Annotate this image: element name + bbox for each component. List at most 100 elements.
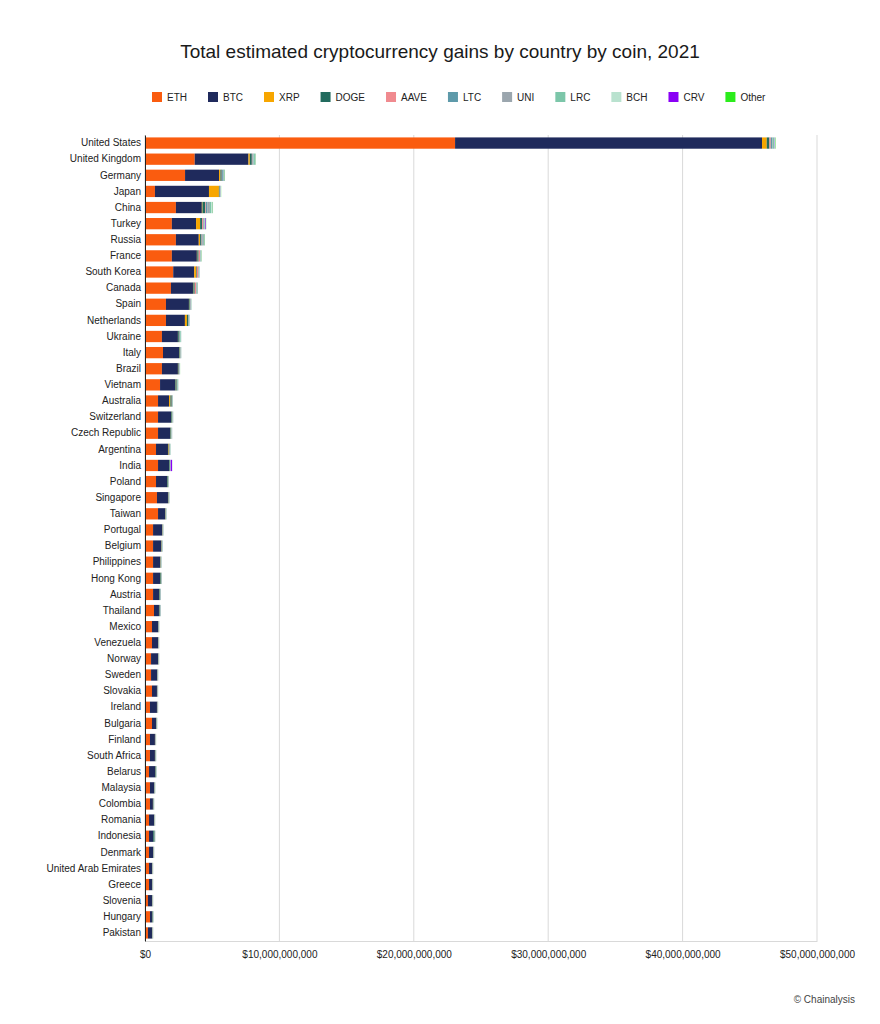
bar [205, 218, 207, 229]
bar [165, 508, 166, 519]
bar [168, 476, 169, 487]
bar [161, 573, 162, 584]
bar [152, 927, 153, 938]
bar [158, 637, 159, 648]
bar [169, 460, 170, 471]
bars [145, 137, 775, 938]
x-tick-label: $0 [140, 949, 152, 960]
bar [197, 282, 198, 293]
bar [157, 685, 158, 696]
y-tick: Ireland [110, 701, 145, 712]
bar [189, 315, 190, 326]
bar [203, 218, 205, 229]
y-tick: Japan [114, 186, 145, 197]
bar [156, 718, 157, 729]
series-8 [153, 137, 775, 938]
bar [158, 653, 159, 664]
bar [152, 863, 153, 874]
bar [155, 734, 156, 745]
bar [189, 315, 190, 326]
bar [154, 814, 155, 825]
bar [157, 718, 158, 729]
bar [145, 589, 153, 600]
bar [154, 831, 155, 842]
bar [150, 911, 152, 922]
bar [254, 154, 255, 165]
bar [156, 718, 157, 729]
bar [192, 282, 193, 293]
bar [154, 798, 155, 809]
bar [204, 218, 205, 229]
bar [197, 250, 198, 261]
bar [152, 879, 153, 890]
bar [166, 315, 185, 326]
bar [145, 524, 153, 535]
y-tick: Spain [115, 298, 145, 309]
bar [159, 621, 160, 632]
legend-item: DOGE [321, 92, 366, 103]
bar [152, 927, 153, 938]
y-tick-label: United Kingdom [70, 153, 141, 164]
bar [218, 186, 220, 197]
bar [158, 653, 159, 664]
y-tick-label: Hong Kong [91, 573, 141, 584]
bar [177, 379, 178, 390]
bar [170, 460, 171, 471]
bar [153, 895, 154, 906]
legend-item: UNI [502, 92, 534, 103]
bar [151, 911, 152, 922]
x-tick-label: $30,000,000,000 [511, 949, 587, 960]
bar [161, 557, 162, 568]
bar [160, 589, 161, 600]
legend-swatch [264, 92, 274, 102]
bar [145, 685, 152, 696]
bar [159, 637, 160, 648]
bar [157, 669, 158, 680]
bar [198, 266, 199, 277]
bar [145, 282, 171, 293]
bar [224, 170, 225, 181]
bar [774, 137, 776, 148]
x-tick-label: $10,000,000,000 [242, 949, 318, 960]
y-tick: Norway [107, 653, 145, 664]
y-tick-label: Netherlands [87, 315, 141, 326]
bar [145, 331, 162, 342]
y-tick-label: Ireland [110, 701, 141, 712]
bar [248, 154, 249, 165]
legend-swatch [502, 92, 512, 102]
bar [167, 444, 169, 455]
bar [153, 863, 154, 874]
x-tick: $20,000,000,000 [377, 941, 453, 960]
y-tick: Indonesia [98, 830, 145, 841]
bar [194, 266, 196, 277]
bar [166, 508, 167, 519]
bar [250, 154, 252, 165]
bar [153, 847, 154, 858]
legend-label: UNI [517, 92, 534, 103]
series-6 [153, 137, 773, 938]
y-tick: United Kingdom [70, 153, 145, 164]
bar [152, 895, 153, 906]
y-tick: Finland [108, 734, 145, 745]
bar [153, 798, 154, 809]
y-tick-label: Mexico [109, 621, 141, 632]
bar [155, 734, 156, 745]
bar [167, 492, 168, 503]
y-tick: Slovenia [103, 895, 145, 906]
bar [158, 621, 159, 632]
bar [156, 766, 157, 777]
bar [153, 540, 161, 551]
bar [204, 218, 205, 229]
bar [201, 250, 202, 261]
bar [154, 831, 155, 842]
y-axis: United StatesUnited KingdomGermanyJapanC… [47, 136, 146, 942]
y-tick-label: Canada [106, 282, 141, 293]
bar [180, 347, 181, 358]
bar [154, 782, 155, 793]
legend-item: XRP [264, 92, 300, 103]
bar [160, 589, 161, 600]
y-tick-label: Sweden [105, 669, 141, 680]
bar [154, 847, 155, 858]
legend-label: BTC [223, 92, 243, 103]
bar [165, 508, 166, 519]
